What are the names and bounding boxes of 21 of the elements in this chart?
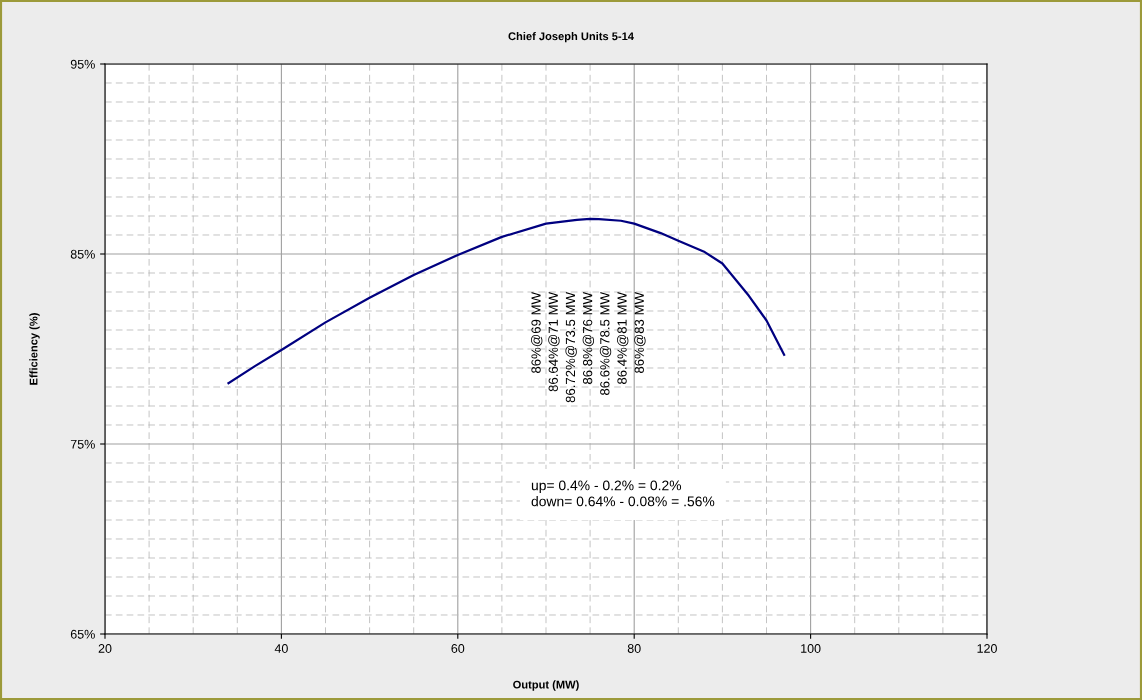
x-tick-label: 20: [98, 644, 112, 653]
annotation: 86.4%@81 MW: [617, 292, 629, 385]
y-tick-label: 75%: [70, 439, 95, 449]
annotation: 86%@69 MW: [531, 292, 543, 374]
x-tick-label: 80: [627, 644, 641, 653]
chart-title: Chief Joseph Units 5-14: [508, 32, 634, 43]
annotation: 86.72%@73.5 MW: [565, 292, 577, 403]
y-axis-title: Efficiency (%): [29, 313, 40, 385]
x-tick-label: 60: [451, 644, 465, 653]
annotation: up= 0.4% - 0.2% = 0.2% down= 0.64% - 0.08% = .56%: [531, 480, 715, 507]
x-axis-title: Output (MW): [513, 680, 579, 691]
x-tick-label: 40: [274, 644, 288, 653]
annotation: 86.6%@78.5 MW: [599, 292, 612, 396]
y-tick-label: 95%: [70, 59, 95, 69]
x-tick-label: 120: [977, 644, 997, 653]
annotation: 86.8%@76 MW: [582, 292, 595, 385]
annotation: 86.64%@71 MW: [548, 292, 560, 392]
x-tick-label: 100: [801, 644, 821, 653]
y-tick-label: 85%: [70, 249, 95, 259]
y-tick-label: 65%: [70, 629, 95, 639]
annotation: 86%@83 MW: [634, 292, 646, 374]
